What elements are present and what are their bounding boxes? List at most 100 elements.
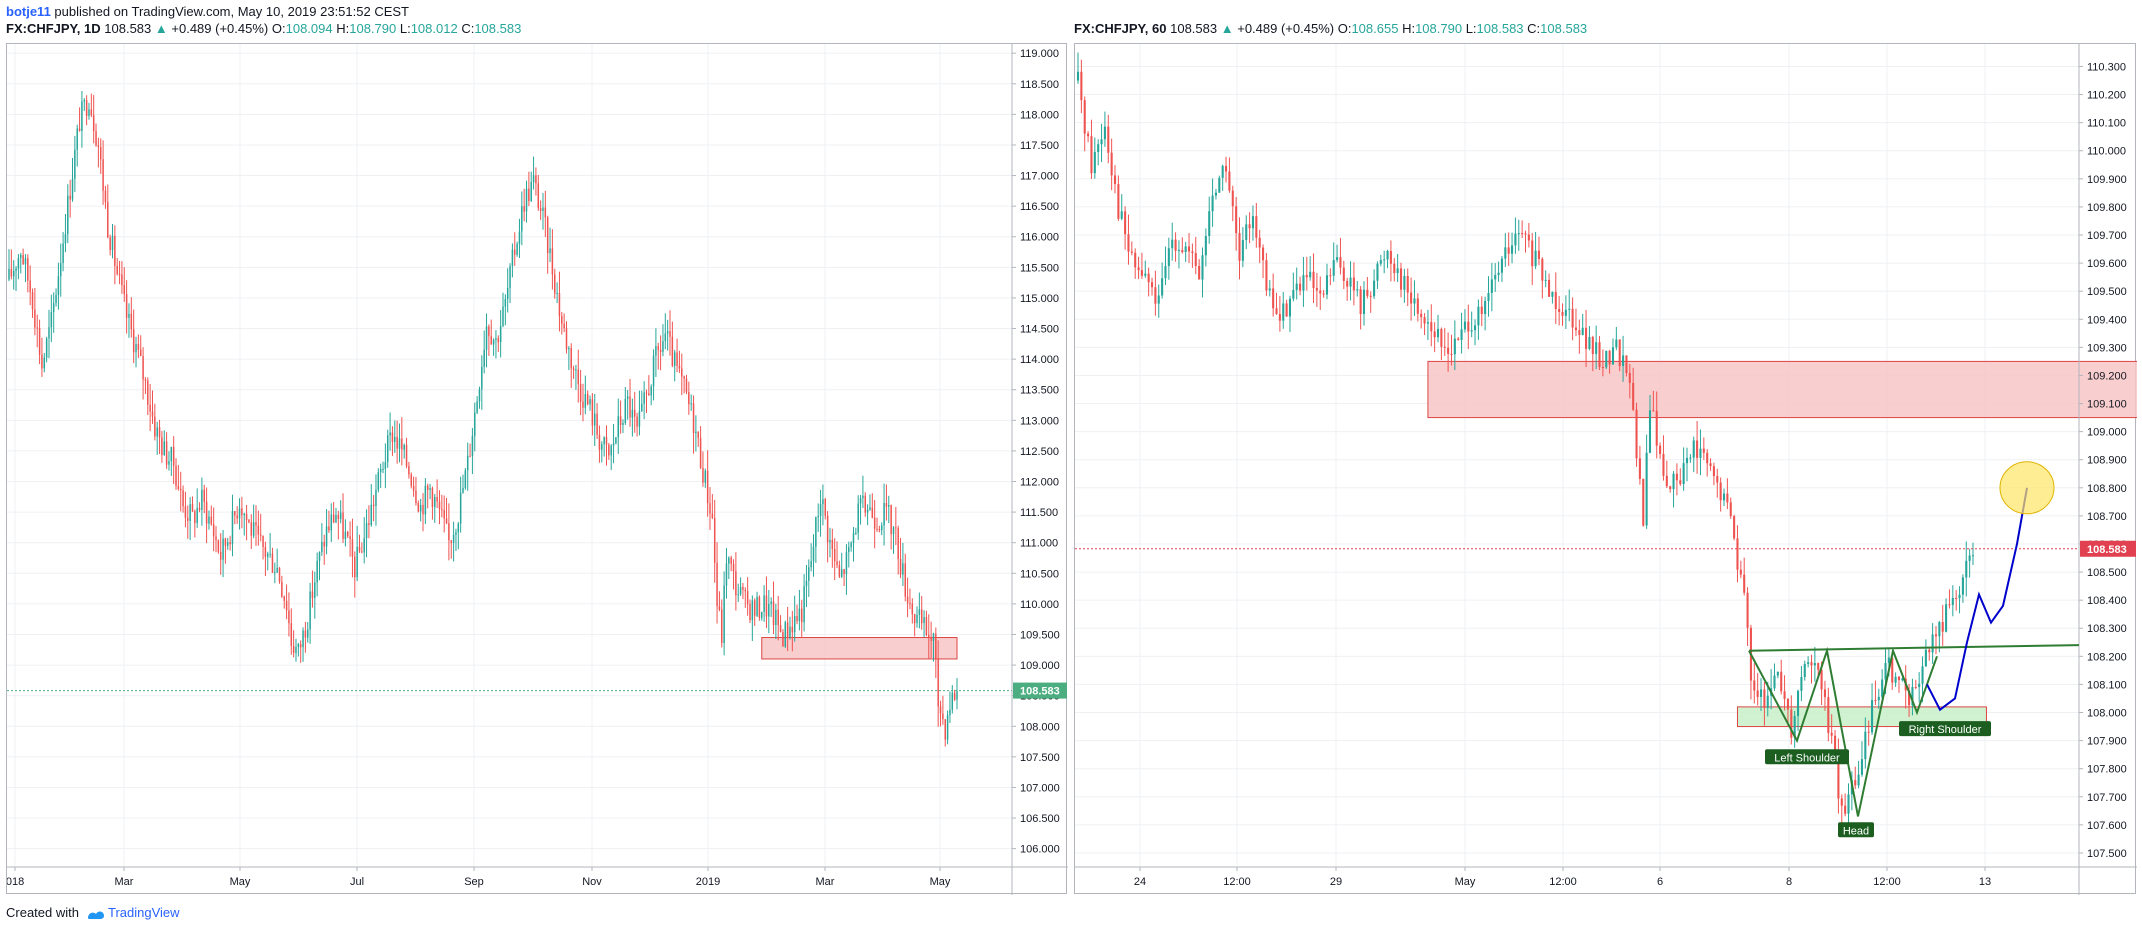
- candle-body: [831, 539, 834, 550]
- candle-body: [1514, 233, 1517, 246]
- daily-chart-svg[interactable]: 119.000 118.500 118.000 117.500 117.000 116.5…: [7, 44, 1068, 895]
- candle-body: [1564, 309, 1567, 316]
- candle-body: [1918, 683, 1921, 688]
- tradingview-brand-link[interactable]: TradingView: [108, 905, 180, 920]
- candle-body: [659, 349, 662, 352]
- candle-body: [264, 547, 267, 557]
- candle-body: [1463, 321, 1466, 330]
- candle-body: [1830, 732, 1833, 736]
- candle-body: [826, 515, 829, 543]
- candle-body: [363, 538, 365, 553]
- candle-body: [1537, 250, 1541, 259]
- candle-body: [1595, 342, 1598, 354]
- candle-body: [1423, 317, 1426, 324]
- x-tick-label: Mar: [115, 876, 134, 888]
- candle-body: [681, 368, 683, 377]
- x-tick-label: May: [930, 876, 951, 888]
- candle-body: [883, 503, 885, 526]
- candle-body: [878, 529, 881, 531]
- candle-body: [525, 188, 528, 212]
- daily-chart-panel[interactable]: 119.000 118.500 118.000 117.500 117.000 116.5…: [6, 43, 1068, 895]
- y-tick-label: 114.000: [1020, 354, 1059, 366]
- candle-body: [1682, 463, 1685, 484]
- candle-body: [147, 380, 149, 405]
- candle-body: [1790, 709, 1793, 738]
- candle-body: [742, 586, 744, 590]
- candle-body: [1346, 280, 1349, 287]
- candle-body: [1716, 476, 1719, 483]
- candle-body: [1605, 350, 1608, 368]
- candle-body: [1319, 290, 1322, 294]
- candle-body: [1601, 367, 1604, 369]
- pattern-label-bg-2: [1899, 721, 1991, 737]
- candle-body: [1379, 260, 1382, 264]
- right-c-label: C:: [1527, 21, 1541, 36]
- candle-body: [271, 553, 274, 573]
- candle-body: [1386, 251, 1389, 260]
- candle-body: [48, 327, 50, 339]
- candle-body: [1376, 263, 1379, 281]
- candle-body: [1924, 649, 1927, 667]
- y-tick-label: 108.700: [2087, 511, 2127, 523]
- candle-body: [1945, 604, 1948, 632]
- candle-body: [1127, 234, 1130, 252]
- candle-body: [521, 206, 523, 232]
- candle-body: [784, 622, 787, 647]
- candle-body: [1218, 177, 1221, 193]
- candle-body: [1436, 328, 1440, 338]
- y-tick-label: 116.500: [1020, 201, 1059, 213]
- candle-body: [8, 268, 10, 280]
- candle-body: [1137, 267, 1140, 271]
- candle-body: [1635, 409, 1638, 459]
- candle-body: [1272, 288, 1275, 309]
- candle-body: [833, 549, 836, 562]
- candle-body: [429, 488, 431, 490]
- candle-body: [170, 446, 173, 462]
- candle-body: [1453, 338, 1456, 355]
- candle-body: [1221, 165, 1224, 178]
- candle-body: [511, 249, 514, 267]
- right-open: 108.655: [1351, 21, 1399, 36]
- candle-body: [191, 504, 194, 512]
- candle-body: [1578, 330, 1581, 335]
- candle-body: [676, 352, 678, 366]
- left-symbol: FX:CHFJPY, 1D: [6, 21, 101, 36]
- candle-body: [52, 303, 55, 313]
- candle-body: [836, 561, 838, 566]
- candle-body: [737, 594, 739, 596]
- candle-body: [1235, 206, 1238, 234]
- tradingview-logo-icon: [87, 911, 104, 919]
- candle-body: [1349, 277, 1352, 287]
- hourly-chart-panel[interactable]: 110.300 110.200 110.100 110.000 109.900 109.8…: [1074, 43, 2137, 895]
- candle-body: [27, 258, 29, 281]
- candle-body: [1265, 260, 1268, 291]
- candle-body: [1204, 236, 1207, 256]
- candle-body: [462, 488, 464, 493]
- candle-body: [913, 614, 916, 624]
- candle-body: [499, 326, 502, 343]
- candle-body: [1288, 298, 1292, 317]
- author-name[interactable]: botje11: [6, 4, 51, 19]
- candle-body: [415, 490, 417, 503]
- candle-body: [920, 609, 923, 624]
- candle-body: [650, 386, 652, 396]
- candle-body: [1285, 303, 1288, 317]
- hourly-chart-svg[interactable]: 110.300 110.200 110.100 110.000 109.900 109.8…: [1075, 44, 2137, 895]
- candle-body: [351, 539, 354, 557]
- candle-body: [1554, 291, 1557, 309]
- candle-body: [295, 646, 297, 653]
- candle-body: [713, 517, 716, 563]
- candle-body: [184, 506, 187, 518]
- candle-body: [476, 401, 478, 413]
- y-tick-label: 109.500: [1020, 629, 1060, 641]
- candle-body: [1807, 662, 1810, 664]
- candle-body: [111, 235, 114, 251]
- candle-body: [1282, 303, 1285, 321]
- candle-body: [673, 352, 676, 366]
- x-tick-label: Jul: [350, 876, 364, 888]
- candle-body: [130, 313, 133, 330]
- y-tick-label: 107.900: [2087, 736, 2127, 748]
- right-symbol: FX:CHFJPY, 60: [1074, 21, 1167, 36]
- y-tick-label: 108.200: [2087, 651, 2127, 663]
- candle-body: [1753, 680, 1756, 691]
